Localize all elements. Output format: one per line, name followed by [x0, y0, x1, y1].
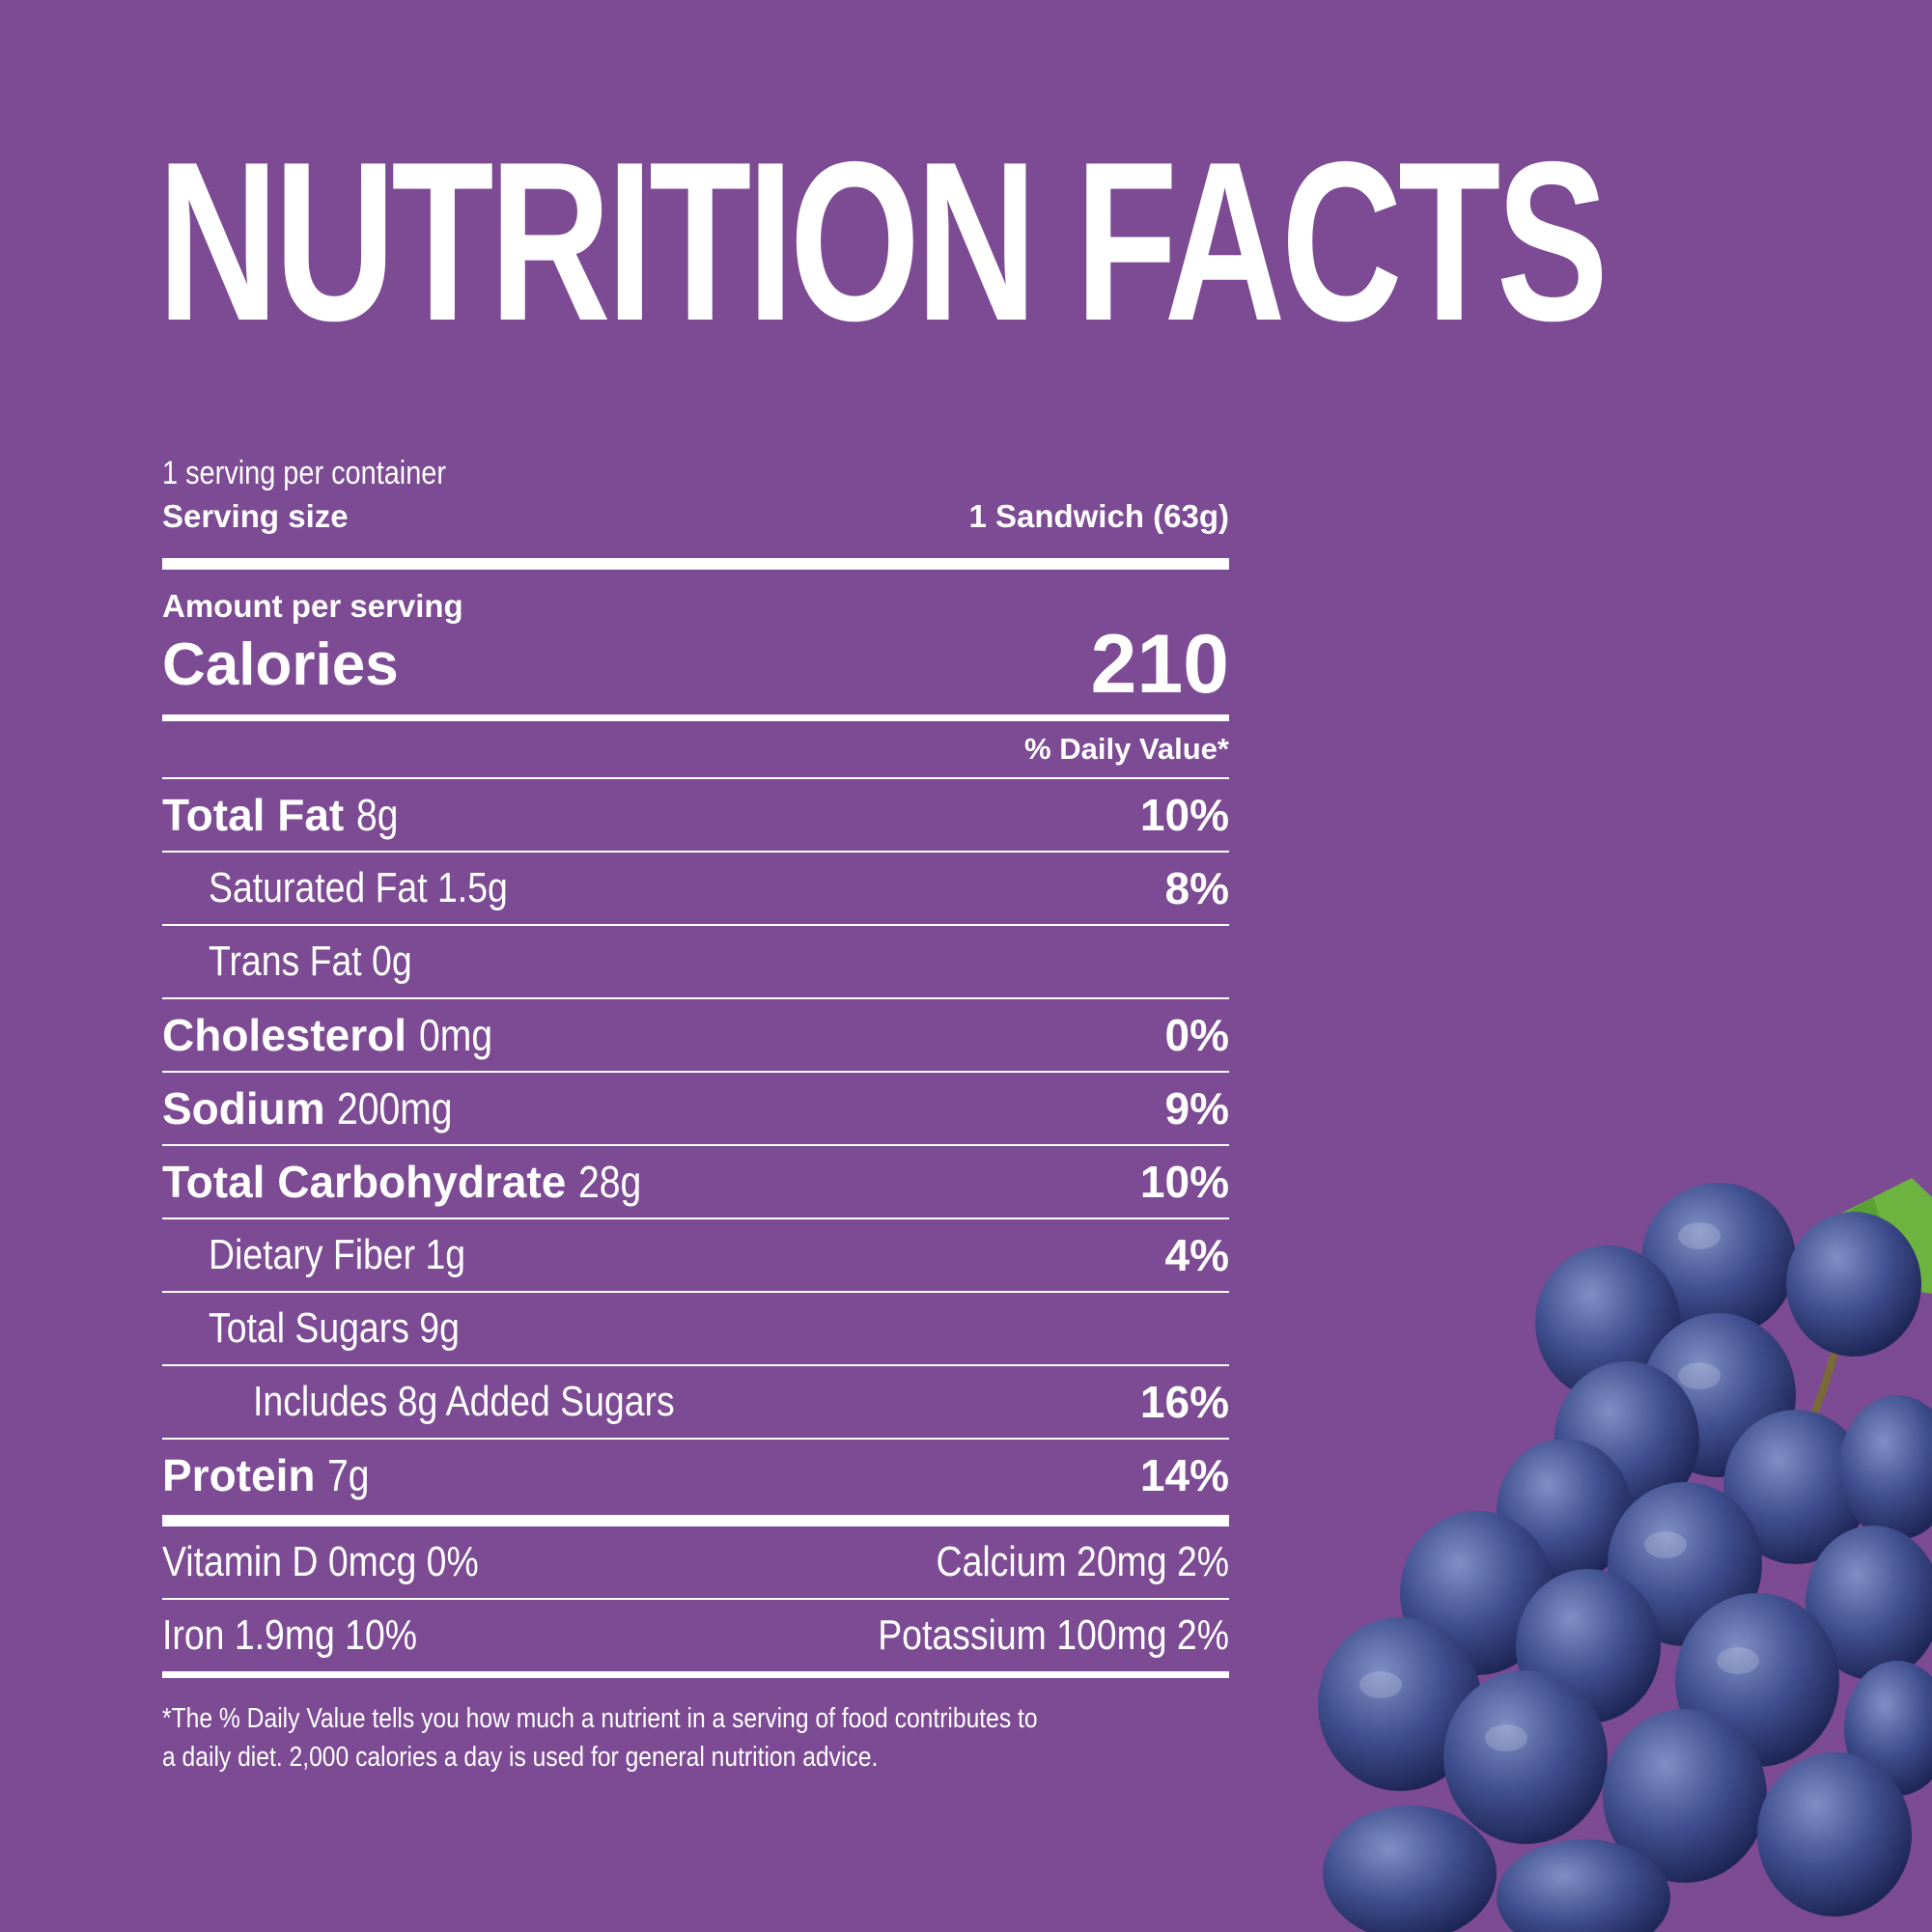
divider [162, 924, 1229, 926]
nutrient-dv: 9% [1164, 1083, 1229, 1134]
page-title: NUTRITION FACTS [157, 114, 1609, 368]
nutrient-row-trans-fat: Trans Fat 0g [162, 926, 1229, 997]
nutrient-name: Trans Fat 0g [209, 938, 412, 985]
nutrient-row-cholesterol: Cholesterol 0mg 0% [162, 999, 1229, 1071]
divider [162, 1598, 1229, 1600]
divider [162, 1671, 1229, 1678]
nutrient-dv: 0% [1164, 1010, 1229, 1060]
divider [162, 714, 1229, 721]
nutrient-name: Total Fat [162, 790, 345, 840]
nutrient-row-dietary-fiber: Dietary Fiber 1g 4% [162, 1219, 1229, 1291]
nutrient-name: Includes 8g Added Sugars [253, 1378, 675, 1425]
nutrient-dv: 10% [1139, 790, 1229, 840]
divider [162, 1071, 1229, 1073]
divider [162, 851, 1229, 853]
micronutrient-left: Iron 1.9mg 10% [162, 1611, 418, 1659]
nutrient-row-total-carbohydrate: Total Carbohydrate 28g 10% [162, 1146, 1229, 1218]
micronutrient-row: Iron 1.9mg 10% Potassium 100mg 2% [162, 1600, 1229, 1671]
nutrient-row-added-sugars: Includes 8g Added Sugars 16% [162, 1366, 1229, 1438]
footnote-line: *The % Daily Value tells you how much a … [162, 1703, 1038, 1734]
divider [162, 1144, 1229, 1146]
serving-size-label: Serving size [162, 498, 349, 534]
micronutrient-row: Vitamin D 0mcg 0% Calcium 20mg 2% [162, 1526, 1229, 1598]
calories-label: Calories [162, 630, 399, 698]
calories-row: Calories 210 [162, 618, 1229, 711]
nutrient-dv: 14% [1139, 1450, 1229, 1500]
nutrient-dv: 4% [1164, 1230, 1229, 1280]
micronutrient-left: Vitamin D 0mcg 0% [162, 1538, 479, 1585]
nutrient-amount: 28g [578, 1157, 642, 1207]
divider [162, 777, 1229, 779]
nutrient-amount: 8g [356, 790, 399, 840]
nutrient-row-saturated-fat: Saturated Fat 1.5g 8% [162, 853, 1229, 924]
divider [162, 558, 1229, 570]
nutrient-row-total-sugars: Total Sugars 9g [162, 1293, 1229, 1364]
divider [162, 1438, 1229, 1440]
footnote: *The % Daily Value tells you how much a … [162, 1699, 1229, 1777]
nutrient-name: Sodium [162, 1083, 325, 1134]
amount-per-serving: Amount per serving [162, 588, 463, 624]
nutrient-name: Cholesterol [162, 1010, 407, 1060]
nutrient-name: Saturated Fat 1.5g [209, 864, 508, 911]
calories-value: 210 [1090, 617, 1230, 711]
nutrient-name: Total Sugars 9g [209, 1304, 460, 1352]
divider [162, 1291, 1229, 1293]
nutrient-row-sodium: Sodium 200mg 9% [162, 1073, 1229, 1144]
divider [162, 1218, 1229, 1219]
servings-per-container: 1 serving per container [162, 455, 446, 491]
daily-value-header-row: % Daily Value* [162, 721, 1229, 777]
micronutrient-right: Potassium 100mg 2% [878, 1611, 1229, 1659]
divider [162, 1515, 1229, 1526]
nutrient-name: Dietary Fiber 1g [209, 1231, 466, 1278]
grapes-image [1318, 1178, 1932, 1932]
divider [162, 1364, 1229, 1366]
nutrient-dv: 16% [1139, 1377, 1229, 1427]
nutrient-amount: 200mg [337, 1083, 454, 1134]
nutrient-row-protein: Protein 7g 14% [162, 1440, 1229, 1511]
serving-size-row: Serving size 1 Sandwich (63g) [162, 492, 1229, 541]
nutrient-name: Protein [162, 1450, 316, 1500]
serving-size-value: 1 Sandwich (63g) [968, 498, 1229, 534]
nutrient-amount: 0mg [418, 1010, 492, 1060]
nutrient-dv: 10% [1139, 1157, 1229, 1207]
nutrient-dv: 8% [1164, 863, 1229, 913]
footnote-line: a daily diet. 2,000 calories a day is us… [162, 1742, 879, 1773]
nutrient-name: Total Carbohydrate [162, 1157, 567, 1207]
nutrient-amount: 7g [327, 1450, 370, 1500]
nutrition-label: 1 serving per container Serving size 1 S… [162, 454, 1229, 1777]
divider [162, 997, 1229, 999]
nutrient-row-total-fat: Total Fat 8g 10% [162, 779, 1229, 851]
micronutrient-right: Calcium 20mg 2% [936, 1538, 1229, 1585]
daily-value-header: % Daily Value* [1024, 732, 1229, 766]
